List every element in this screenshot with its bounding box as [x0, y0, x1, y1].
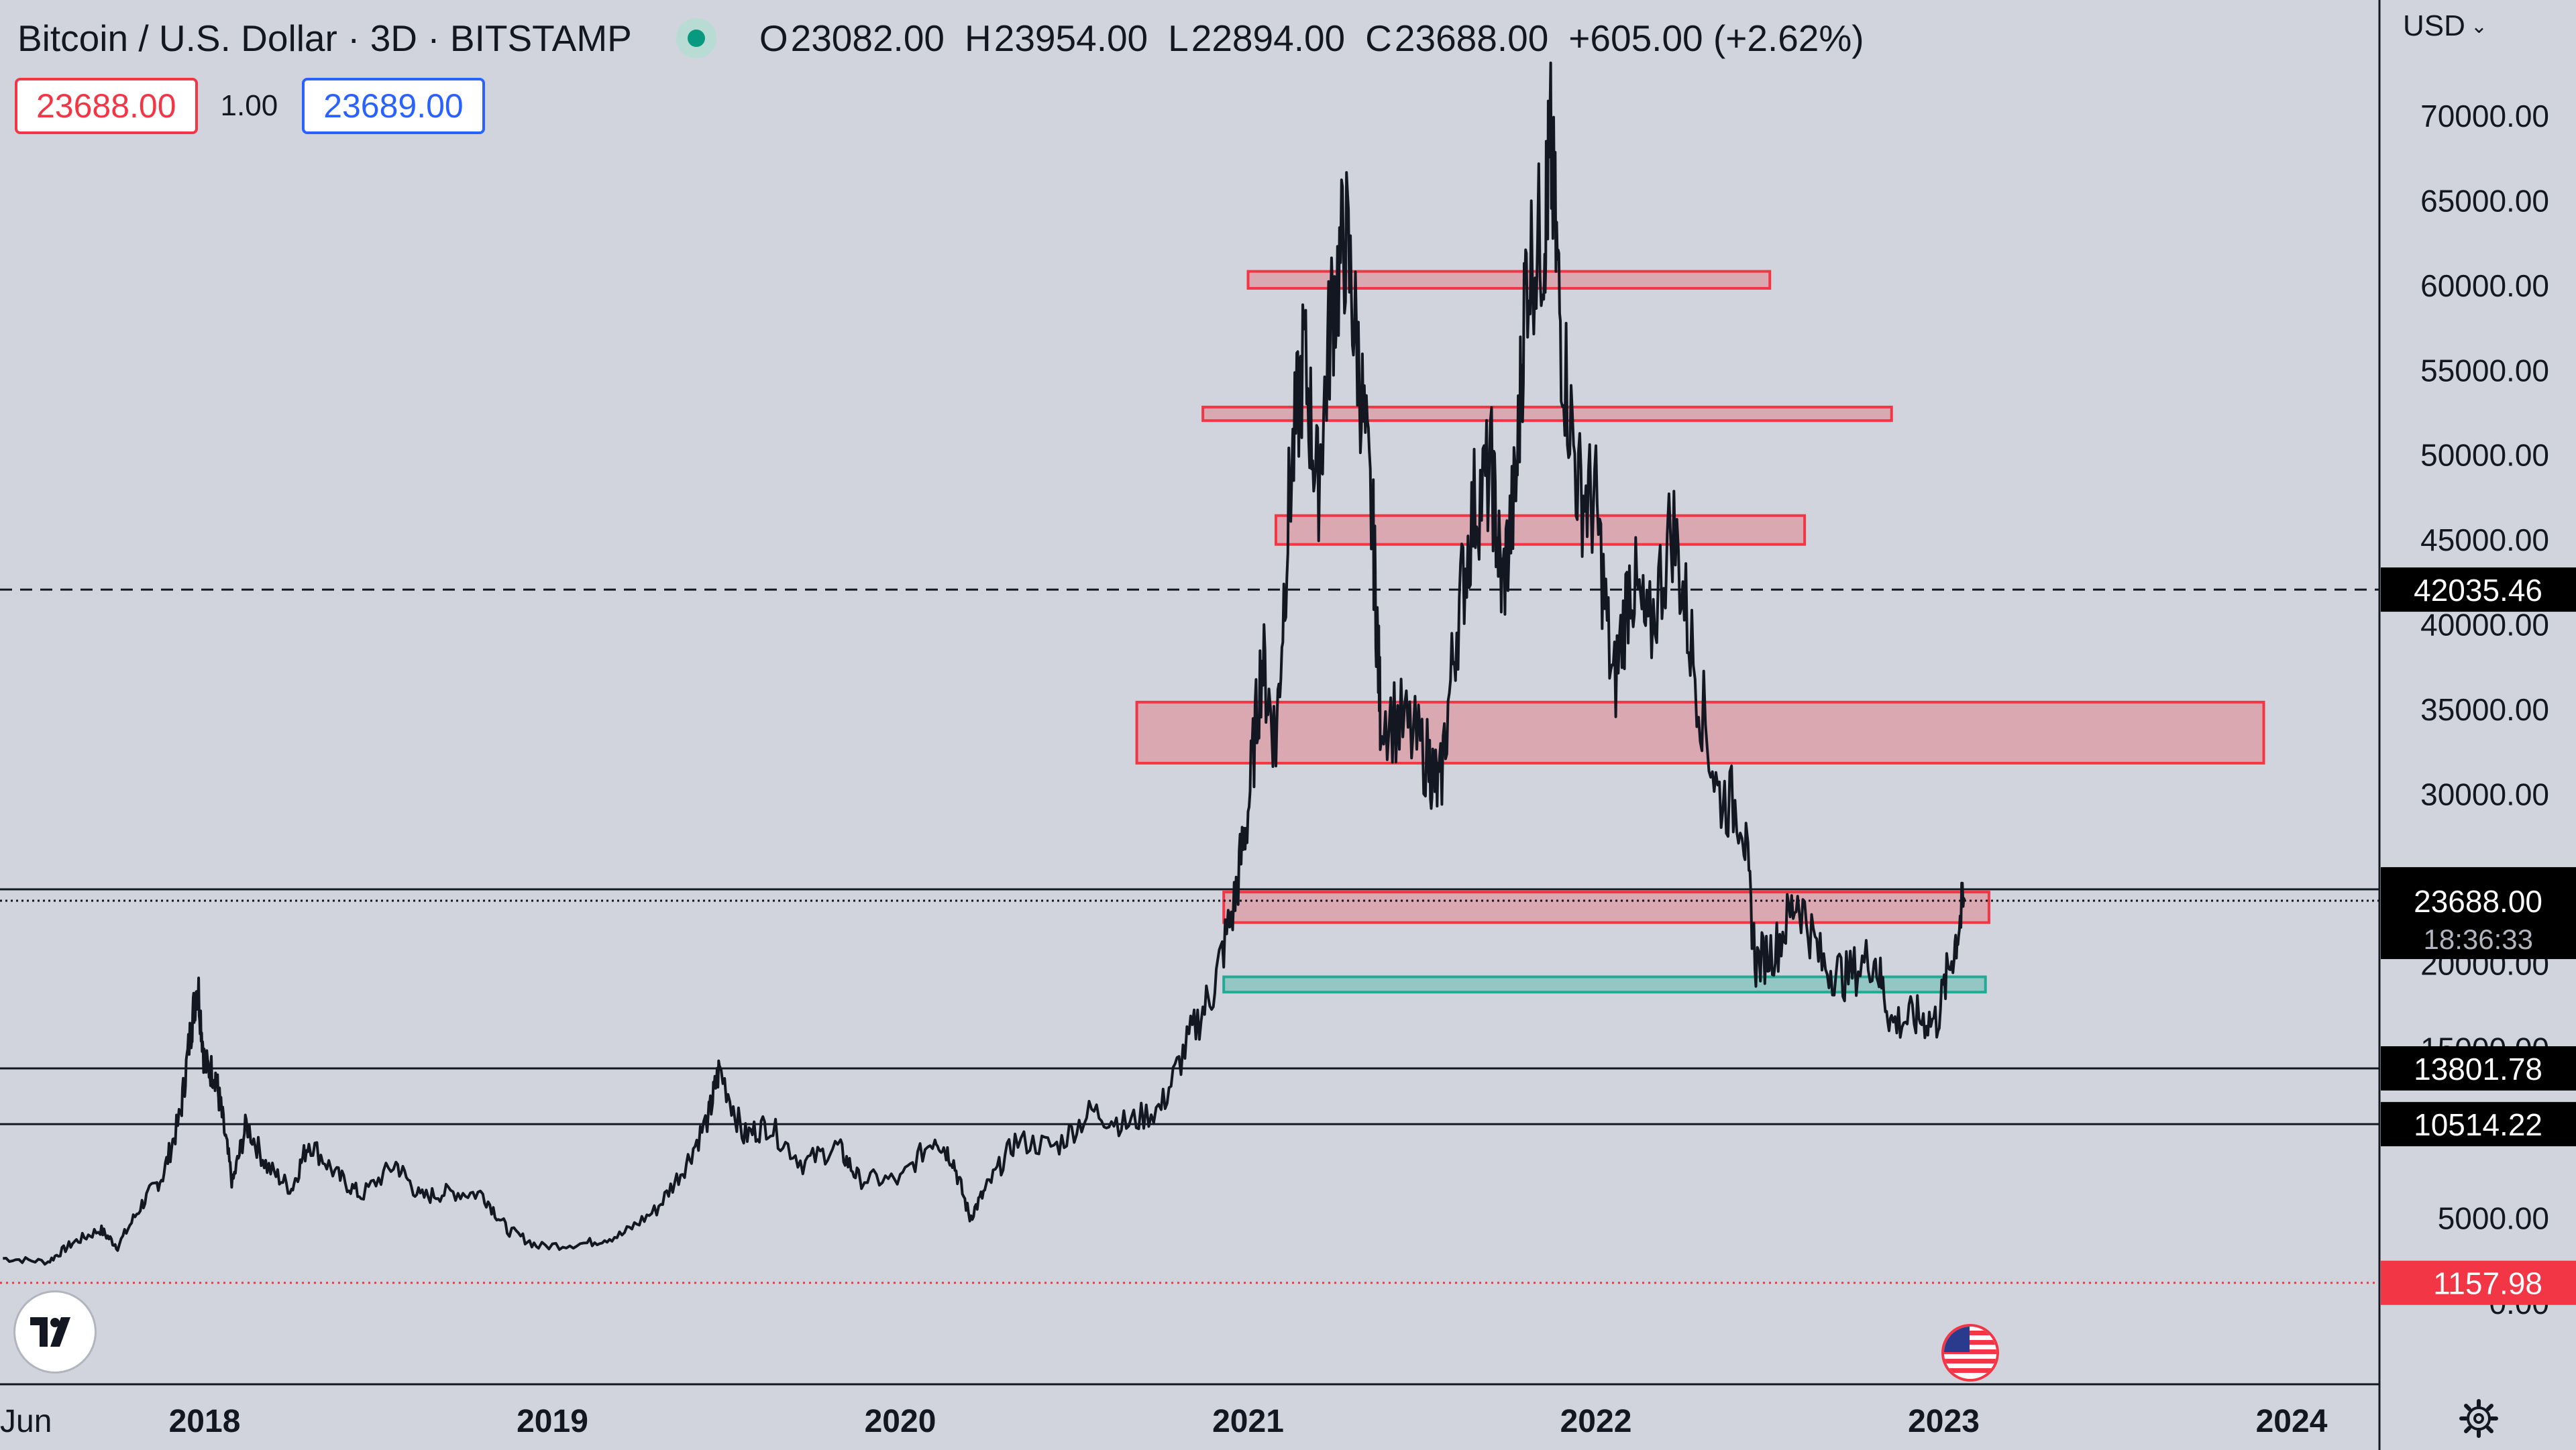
us-flag-icon[interactable]	[1941, 1324, 1999, 1382]
zones-layer	[1135, 270, 2265, 994]
time-tick-label: 2018	[169, 1404, 241, 1439]
open-key: O	[759, 17, 788, 59]
live-dot-icon	[687, 30, 705, 47]
chevron-down-icon: ⌄	[2470, 15, 2488, 38]
time-tick-label: 2020	[865, 1404, 936, 1439]
open-value: 23082.00	[790, 17, 945, 59]
price-label-bg-4	[2381, 1102, 2576, 1147]
green-zone-5	[1222, 975, 1987, 994]
price-label-bg-2	[2381, 879, 2576, 960]
price-label-4: 10514.22	[2414, 1107, 2542, 1142]
time-axis[interactable]: Jun 2018 2019 2020 2021 2022 2023 2024	[0, 1404, 2328, 1439]
price-tick-label: 5000.00	[2438, 1201, 2549, 1236]
price-label-0: 42035.46	[2414, 573, 2542, 608]
red-zone-2	[1274, 514, 1807, 546]
time-tick-label: Jun	[0, 1404, 52, 1439]
time-tick-label: 2021	[1212, 1404, 1284, 1439]
price-label-2: 23688.00	[2414, 884, 2542, 919]
tradingview-logo-icon[interactable]	[13, 1290, 97, 1374]
price-label-5: 1157.98	[2433, 1266, 2542, 1301]
close-value: 23688.00	[1394, 17, 1549, 59]
price-label-3: 13801.78	[2414, 1052, 2542, 1086]
price-tick-label: 70000.00	[2420, 99, 2549, 133]
symbol-title[interactable]: Bitcoin / U.S. Dollar · 3D · BITSTAMP	[17, 17, 632, 59]
price-series-line	[3, 61, 1966, 1266]
red-zone-0	[1246, 270, 1772, 290]
price-tick-label: 30000.00	[2420, 777, 2549, 812]
price-tick-label: 65000.00	[2420, 183, 2549, 218]
countdown-label: 18:36:33	[2424, 924, 2534, 955]
price-label-bg-5	[2381, 1260, 2576, 1305]
price-line-labels: 42035.4624363.4823688.0018:36:3313801.78…	[2381, 567, 2576, 1305]
time-tick-label: 2024	[2256, 1404, 2328, 1439]
currency-label: USD	[2403, 9, 2465, 42]
quantity-value[interactable]: 1.00	[220, 89, 278, 122]
buy-button[interactable]: 23689.00	[302, 78, 485, 134]
red-zone-4	[1222, 891, 1990, 924]
time-tick-label: 2023	[1908, 1404, 1980, 1439]
high-key: H	[965, 17, 991, 59]
price-change: +605.00 (+2.62%)	[1568, 17, 1864, 59]
price-tick-label: 35000.00	[2420, 692, 2549, 727]
price-label-bg-0	[2381, 567, 2576, 612]
market-status-icon[interactable]	[676, 18, 716, 58]
horizontal-lines-layer	[0, 588, 2379, 1284]
price-tick-label: 60000.00	[2420, 268, 2549, 303]
price-tick-label: 40000.00	[2420, 608, 2549, 643]
red-zone-1	[1201, 405, 1893, 423]
price-series-layer	[3, 61, 1966, 1266]
price-tick-label: 50000.00	[2420, 438, 2549, 473]
price-label-bg-3	[2381, 1046, 2576, 1091]
gear-icon[interactable]	[2458, 1398, 2500, 1439]
sell-button[interactable]: 23688.00	[15, 78, 198, 134]
time-tick-label: 2019	[517, 1404, 588, 1439]
high-value: 23954.00	[994, 17, 1148, 59]
price-tick-label: 45000.00	[2420, 522, 2549, 557]
low-key: L	[1168, 17, 1189, 59]
currency-selector[interactable]: USD ⌄	[2403, 9, 2487, 43]
time-tick-label: 2022	[1560, 1404, 1632, 1439]
low-value: 22894.00	[1191, 17, 1346, 59]
close-key: C	[1365, 17, 1392, 59]
price-tick-label: 55000.00	[2420, 353, 2549, 388]
trade-panel: 23688.00 1.00 23689.00	[15, 75, 485, 137]
